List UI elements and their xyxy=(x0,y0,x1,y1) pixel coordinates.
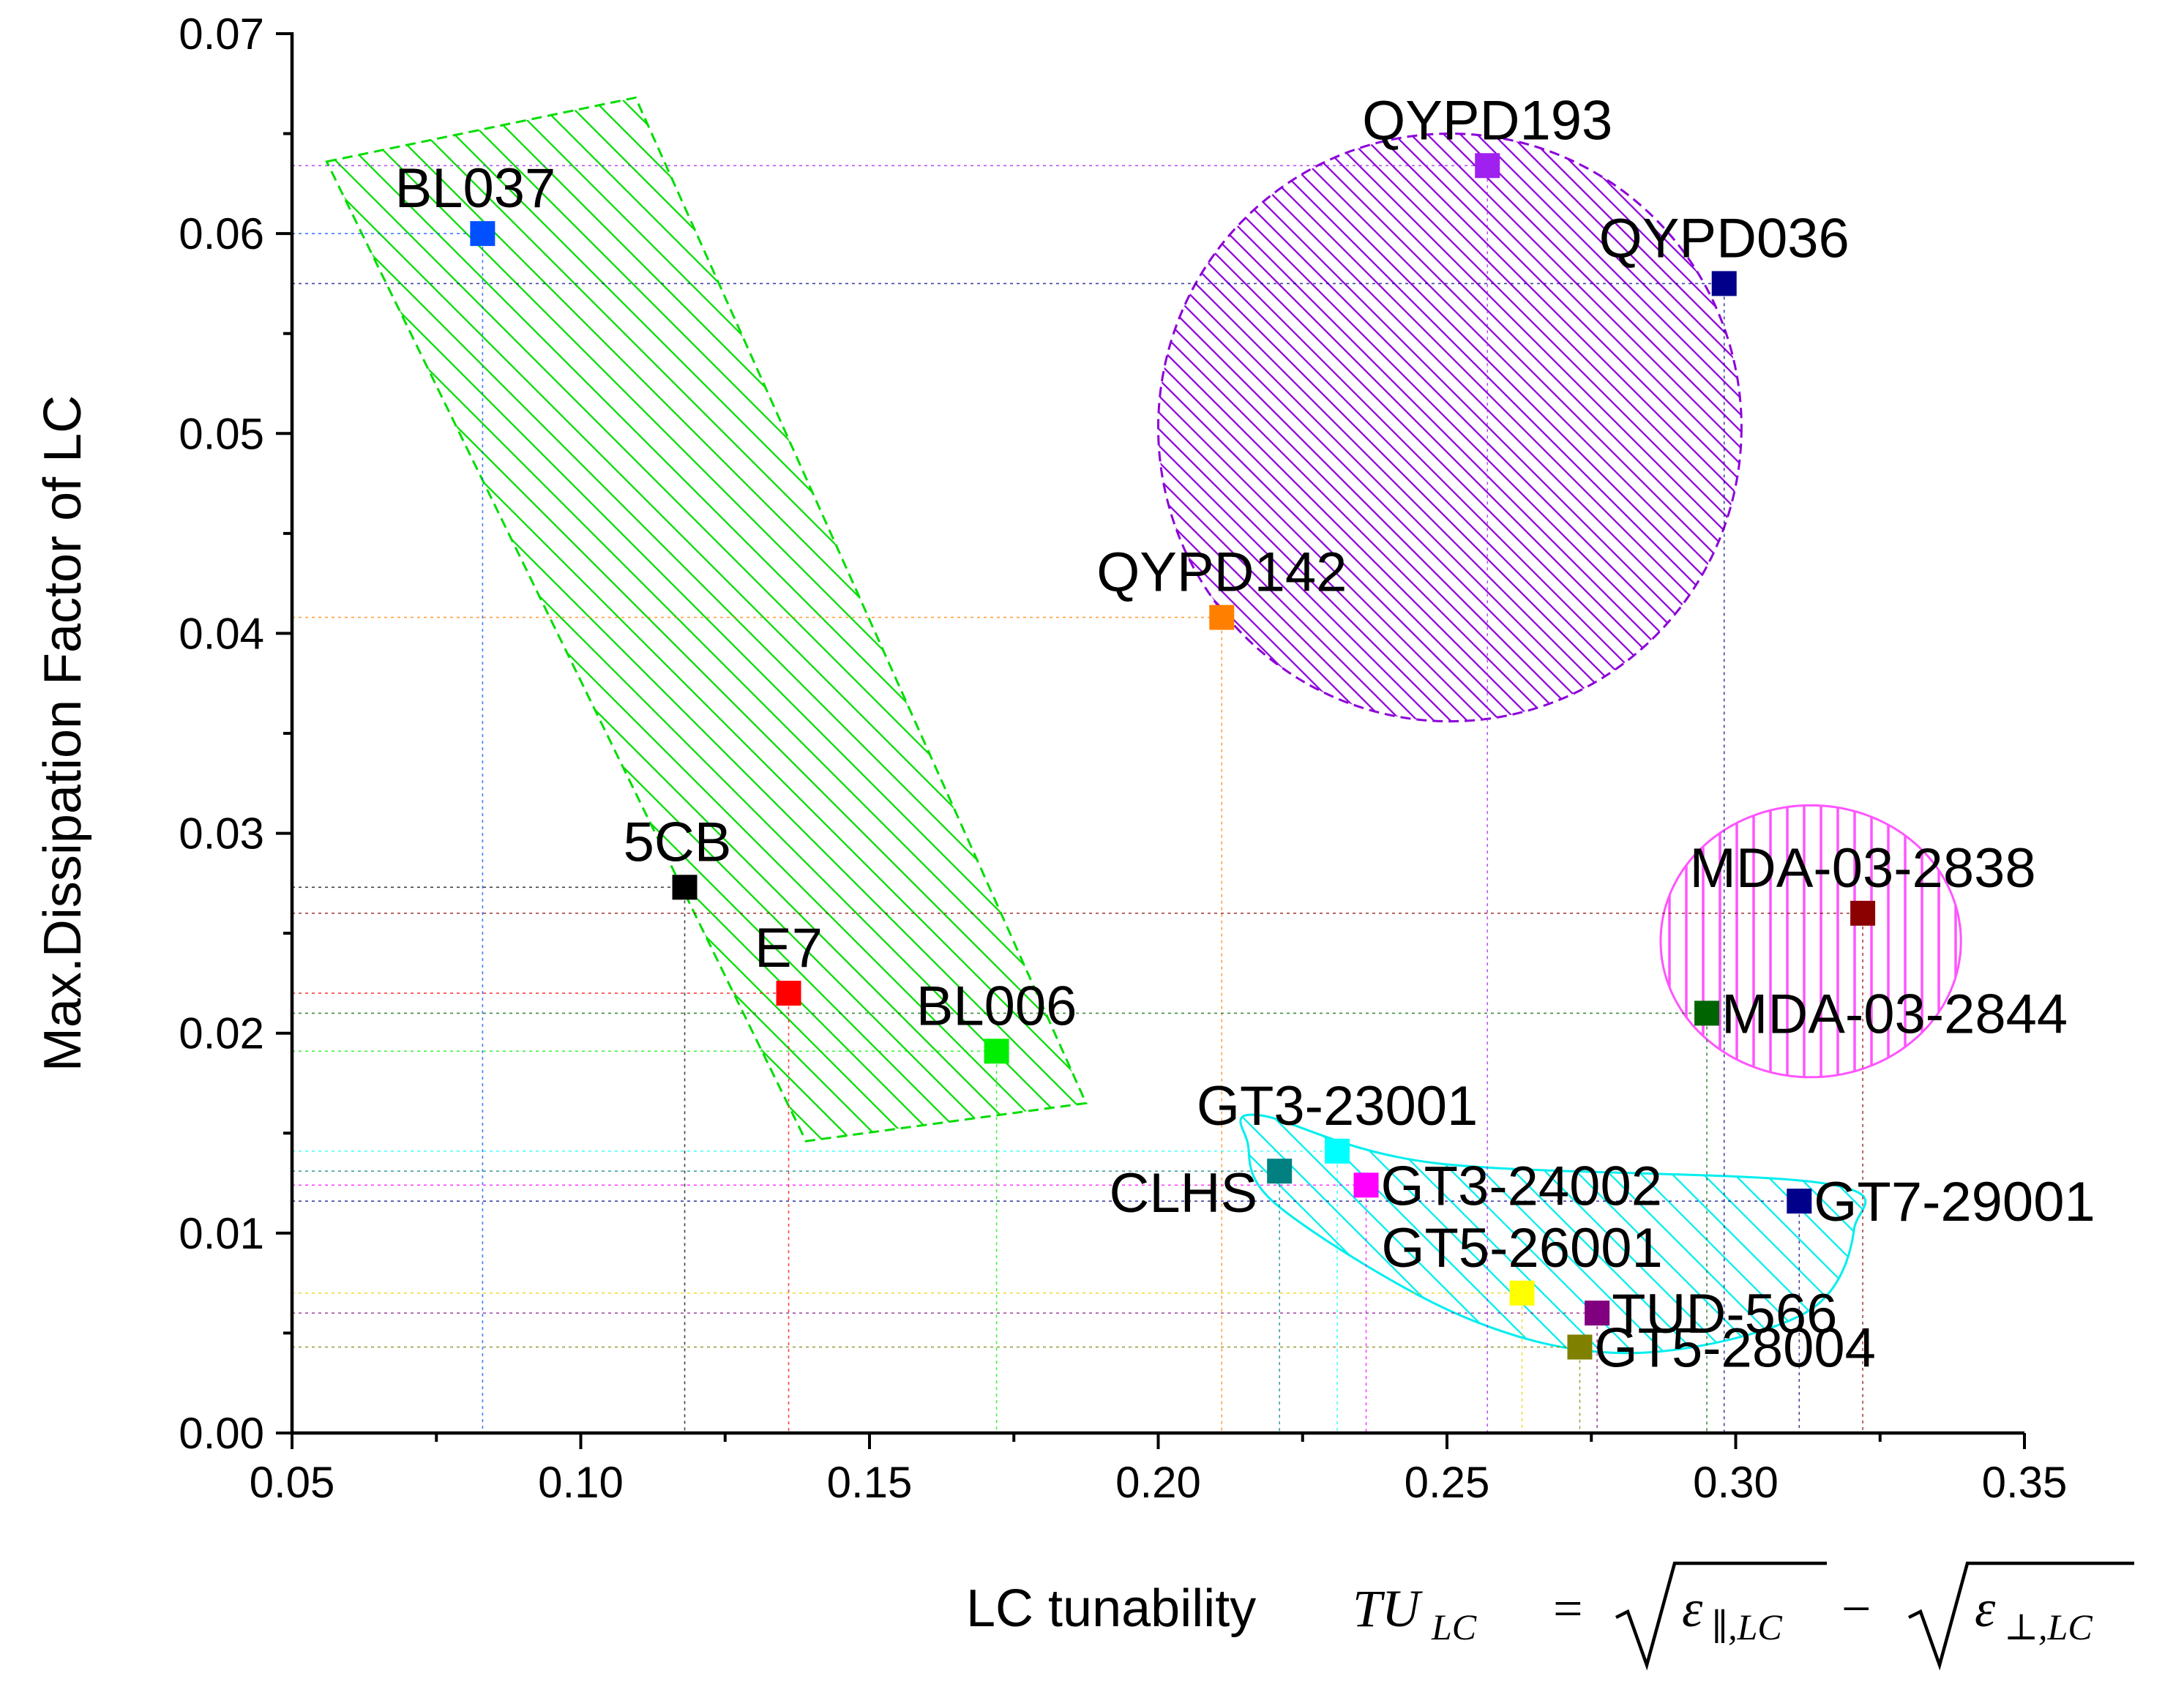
formula-eps-2: ε xyxy=(1975,1579,1996,1638)
point-label-TUD-566: TUD-566 xyxy=(1612,1283,1837,1345)
point-label-GT5-28004: GT5-28004 xyxy=(1594,1317,1875,1380)
point-MDA-03-2844 xyxy=(1694,1000,1720,1026)
point-GT3-23001 xyxy=(1325,1138,1350,1164)
point-E7 xyxy=(776,981,801,1006)
point-TUD-566 xyxy=(1585,1301,1610,1326)
region-cyan-blob xyxy=(1239,1113,1867,1355)
shaded-regions xyxy=(325,96,1962,1355)
point-label-5CB: 5CB xyxy=(624,811,732,873)
x-axis-formula: TU LC = ε ∥,LC − ε ⊥,LC xyxy=(1353,1561,2134,1671)
formula-sqrt-2 xyxy=(1907,1561,2134,1671)
point-label-MDA-03-2838: MDA-03-2838 xyxy=(1690,837,2036,899)
formula-sqrt-1 xyxy=(1615,1561,1827,1671)
formula-sub-parallel: ∥,LC xyxy=(1711,1606,1782,1647)
data-points xyxy=(470,153,1876,1360)
y-tick-label: 0.02 xyxy=(179,1009,264,1058)
region-pink-ellipse xyxy=(1659,804,1962,1079)
point-label-CLHS: CLHS xyxy=(1109,1162,1257,1224)
point-label-GT5-26001: GT5-26001 xyxy=(1381,1217,1662,1279)
y-tick-label: 0.01 xyxy=(179,1209,264,1258)
point-label-BL006: BL006 xyxy=(916,975,1077,1037)
point-label-QYPD036: QYPD036 xyxy=(1599,207,1850,269)
point-CLHS xyxy=(1267,1159,1293,1184)
formula-tu-sub: LC xyxy=(1431,1606,1477,1647)
formula-equals: = xyxy=(1553,1579,1583,1638)
y-axis-title: Max.Dissipation Factor of LC xyxy=(34,395,92,1071)
point-labels: BL037 5CB E7 BL006 QYPD142 QYPD193 QYPD036 MDA-… xyxy=(394,89,2095,1379)
region-purple-circle xyxy=(1157,132,1743,723)
x-tick-label: 0.05 xyxy=(250,1458,335,1507)
y-tick-label: 0.06 xyxy=(179,209,264,258)
guide-lines xyxy=(292,165,1863,1433)
y-tick-label: 0.00 xyxy=(179,1409,264,1458)
point-label-GT3-23001: GT3-23001 xyxy=(1197,1075,1478,1137)
point-MDA-03-2838 xyxy=(1850,900,1876,926)
x-tick-label: 0.10 xyxy=(538,1458,624,1507)
point-label-MDA-03-2844: MDA-03-2844 xyxy=(1721,983,2068,1045)
point-GT5-26001 xyxy=(1509,1280,1535,1306)
y-tick-label: 0.03 xyxy=(179,809,264,858)
formula-tu: TU xyxy=(1353,1579,1423,1638)
point-BL037 xyxy=(470,221,495,247)
x-tick-label: 0.30 xyxy=(1693,1458,1779,1507)
x-axis-title-text: LC tunability xyxy=(966,1579,1256,1638)
axes: 0.05 0.10 0.15 0.20 0.25 0.30 0.35 0.00 0.01 0.02… xyxy=(179,10,2067,1507)
formula-eps-1: ε xyxy=(1682,1579,1703,1638)
point-GT7-29001 xyxy=(1787,1189,1812,1214)
region-green-polygon xyxy=(325,96,1088,1142)
point-QYPD036 xyxy=(1711,271,1737,296)
y-tick-label: 0.07 xyxy=(179,10,264,59)
point-label-GT3-24002: GT3-24002 xyxy=(1381,1155,1662,1217)
x-tick-label: 0.35 xyxy=(1982,1458,2068,1507)
point-label-E7: E7 xyxy=(755,917,823,979)
point-5CB xyxy=(672,875,698,900)
point-GT5-28004 xyxy=(1567,1334,1593,1360)
x-tick-label: 0.20 xyxy=(1115,1458,1201,1507)
point-label-QYPD193: QYPD193 xyxy=(1362,89,1612,151)
point-label-BL037: BL037 xyxy=(394,157,556,220)
x-tick-label: 0.15 xyxy=(827,1458,913,1507)
point-label-GT7-29001: GT7-29001 xyxy=(1814,1171,2095,1233)
y-tick-label: 0.05 xyxy=(179,409,264,458)
point-BL006 xyxy=(984,1039,1009,1064)
formula-minus: − xyxy=(1841,1579,1871,1638)
point-GT3-24002 xyxy=(1353,1172,1379,1198)
x-axis-title: LC tunability xyxy=(966,1579,1256,1638)
formula-sub-perp: ⊥,LC xyxy=(2004,1606,2093,1647)
point-label-QYPD142: QYPD142 xyxy=(1096,542,1347,604)
point-QYPD142 xyxy=(1209,605,1235,630)
y-tick-label: 0.04 xyxy=(179,609,264,658)
x-tick-label: 0.25 xyxy=(1405,1458,1490,1507)
point-QYPD193 xyxy=(1475,153,1500,179)
